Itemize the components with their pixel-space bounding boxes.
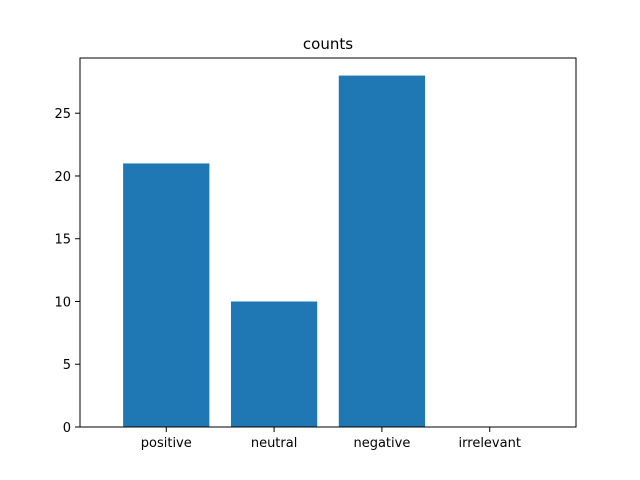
y-tick-label: 5 — [63, 358, 71, 373]
y-tick-label: 20 — [54, 170, 71, 185]
bar-negative — [338, 75, 426, 428]
bar-positive — [123, 163, 210, 427]
x-tick-label: neutral — [251, 436, 298, 451]
plot-area: positive neutral negative irrelevant 0 5 10 15 2… — [54, 57, 577, 451]
x-tick-label: negative — [353, 436, 410, 451]
x-tick-label: positive — [141, 436, 192, 451]
y-tick-label: 15 — [54, 233, 71, 248]
y-tick-label: 0 — [63, 421, 71, 436]
bar-neutral — [230, 301, 318, 427]
y-tick-label: 10 — [54, 295, 71, 310]
y-tick-label: 25 — [54, 107, 71, 122]
axes-frame — [79, 57, 577, 428]
chart-title: counts — [303, 35, 353, 53]
x-tick-label: irrelevant — [459, 436, 521, 451]
